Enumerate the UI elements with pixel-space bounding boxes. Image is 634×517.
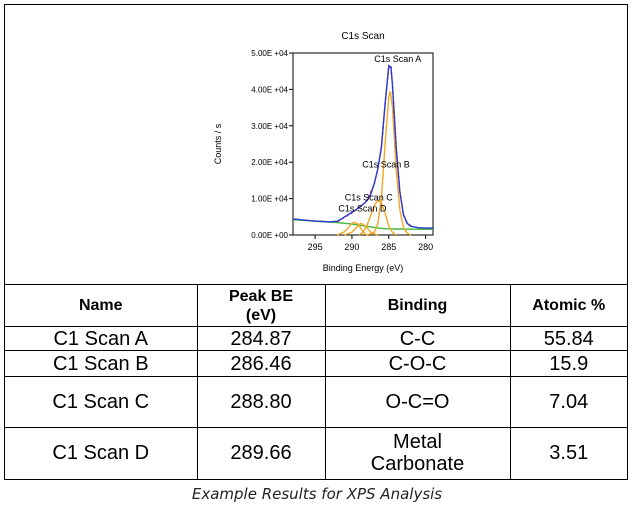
cell-peak-be: 286.46 [196, 350, 326, 377]
plot-frame [292, 52, 434, 236]
series-c1s-scan-c [344, 222, 378, 236]
header-name: Name [5, 284, 198, 327]
header-binding: Binding [324, 284, 511, 327]
peak-annotation: C1s Scan D [338, 203, 387, 213]
cell-binding: C-O-C [324, 350, 511, 377]
xps-chart: 0.00E +00 1.00E +04 2.00E +04 3.00E +04 4.00… [5, 5, 627, 284]
header-atomic-percent: Atomic % [509, 284, 627, 327]
chart-svg: 0.00E +00 1.00E +04 2.00E +04 3.00E +04 4.00… [213, 31, 434, 273]
y-tick-label: 5.00E +04 [251, 49, 288, 58]
series-background [292, 219, 433, 230]
table-row: C1 Scan B 286.46 C-O-C 15.9 [5, 350, 627, 377]
series-c1s-scan-b [358, 199, 397, 236]
peak-annotation: C1s Scan C [345, 192, 394, 202]
results-frame: 0.00E +00 1.00E +04 2.00E +04 3.00E +04 4.00… [4, 4, 628, 480]
series-c1s-scan-a [366, 91, 412, 236]
cell-peak-be: 284.87 [196, 326, 326, 351]
cell-binding: O-C=O [324, 376, 511, 428]
figure-caption: Example Results for XPS Analysis [191, 485, 443, 503]
table-row: C1 Scan A 284.87 C-C 55.84 [5, 326, 627, 351]
y-tick-label: 2.00E +04 [251, 158, 288, 167]
cell-binding: C-C [324, 326, 511, 351]
y-tick-label: 0.00E +00 [251, 231, 288, 240]
cell-peak-be: 288.80 [196, 376, 326, 428]
peak-annotation: C1s Scan B [362, 160, 410, 170]
cell-atomic-percent: 3.51 [509, 427, 627, 479]
cell-name: C1 Scan B [5, 350, 198, 377]
x-axis-label: Binding Energy (eV) [323, 263, 404, 273]
series-c1s-scan-d [336, 221, 368, 236]
cell-binding: Metal Carbonate [324, 427, 511, 479]
table-row: C1 Scan C 288.80 O-C=O 7.04 [5, 376, 627, 428]
x-tick-label: 295 [308, 242, 323, 252]
y-tick-label: 3.00E +04 [251, 122, 288, 131]
y-tick-label: 1.00E +04 [251, 195, 288, 204]
chart-title: C1s Scan [341, 31, 384, 42]
table-row: C1 Scan D 289.66 Metal Carbonate 3.51 [5, 427, 627, 479]
cell-atomic-percent: 55.84 [509, 326, 627, 351]
cell-name: C1 Scan C [5, 376, 198, 428]
x-tick-label: 285 [381, 242, 396, 252]
series-envelope [292, 64, 433, 229]
y-tick-label: 4.00E +04 [251, 85, 288, 94]
y-axis-label: Counts / s [213, 123, 223, 164]
x-tick-label: 280 [418, 242, 433, 252]
results-table: Name Peak BE (eV) Binding Atomic % C1 Sc… [5, 284, 627, 479]
peak-annotation: C1s Scan A [374, 54, 421, 64]
header-peak-be-text: Peak BE (eV) [228, 287, 294, 324]
cell-peak-be: 289.66 [196, 427, 326, 479]
cell-name: C1 Scan D [5, 427, 198, 479]
cell-binding-text: Metal Carbonate [370, 431, 465, 476]
cell-atomic-percent: 7.04 [509, 376, 627, 428]
x-tick-label: 290 [344, 242, 359, 252]
header-peak-be: Peak BE (eV) [196, 284, 326, 327]
cell-atomic-percent: 15.9 [509, 350, 627, 377]
cell-name: C1 Scan A [5, 326, 198, 351]
table-header-row: Name Peak BE (eV) Binding Atomic % [5, 284, 627, 327]
